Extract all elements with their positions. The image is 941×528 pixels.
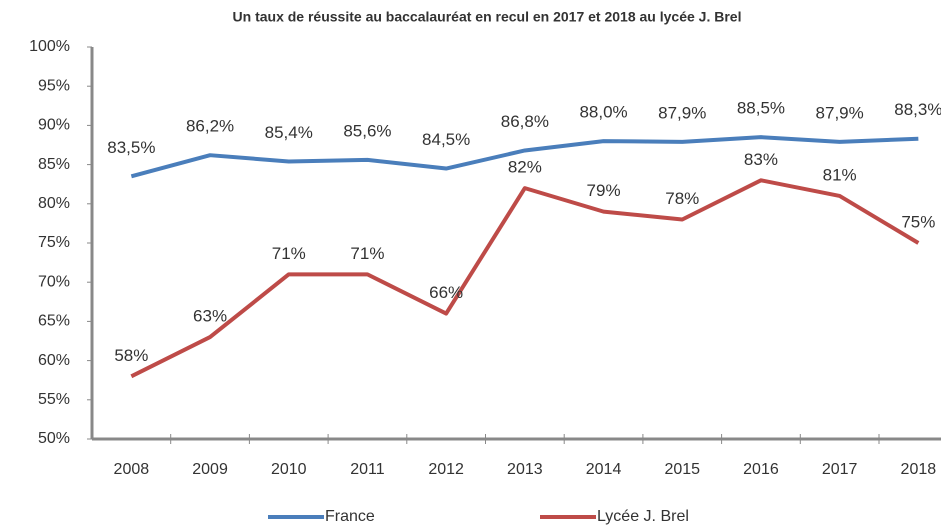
x-tick-label: 2017 — [822, 461, 858, 478]
data-label: 71% — [350, 244, 384, 263]
chart-title: Un taux de réussite au baccalauréat en r… — [233, 9, 742, 25]
x-tick-label: 2009 — [192, 461, 228, 478]
data-label: 66% — [429, 283, 463, 302]
data-label: 58% — [114, 346, 148, 365]
x-tick-label: 2018 — [901, 461, 937, 478]
data-label: 88,3% — [894, 100, 941, 119]
y-tick-label: 100% — [29, 38, 70, 55]
data-label: 79% — [587, 181, 621, 200]
y-tick-label: 90% — [38, 117, 70, 134]
x-tick-label: 2011 — [350, 461, 385, 478]
y-tick-label: 80% — [38, 195, 70, 212]
data-label: 83,5% — [107, 138, 155, 157]
data-label: 63% — [193, 307, 227, 326]
x-tick-label: 2013 — [507, 461, 543, 478]
y-tick-label: 85% — [38, 156, 70, 173]
x-tick-label: 2016 — [743, 461, 779, 478]
y-tick-label: 65% — [38, 313, 70, 330]
data-label: 78% — [665, 189, 699, 208]
data-label: 88,5% — [737, 99, 785, 118]
data-label: 87,9% — [658, 103, 706, 122]
data-label: 82% — [508, 158, 542, 177]
x-tick-label: 2015 — [664, 461, 700, 478]
series-line — [130, 135, 919, 179]
y-tick-label: 70% — [38, 273, 70, 290]
y-tick-label: 60% — [38, 352, 70, 369]
x-tick-label: 2010 — [271, 461, 307, 478]
data-label: 71% — [272, 244, 306, 263]
x-tick-label: 2012 — [428, 461, 464, 478]
series-line — [130, 178, 920, 379]
y-tick-label: 55% — [38, 391, 70, 408]
y-tick-label: 50% — [38, 430, 70, 447]
x-tick-label: 2014 — [586, 461, 622, 478]
data-label: 88,0% — [579, 103, 627, 122]
data-label: 81% — [823, 165, 857, 184]
legend-label: Lycée J. Brel — [597, 508, 689, 525]
data-label: 86,2% — [186, 117, 234, 136]
data-label: 86,8% — [501, 112, 549, 131]
legend-label: France — [325, 508, 375, 525]
x-tick-label: 2008 — [114, 461, 150, 478]
data-label: 83% — [744, 150, 778, 169]
y-tick-label: 75% — [38, 234, 70, 251]
data-label: 75% — [901, 212, 935, 231]
data-label: 85,4% — [265, 123, 313, 142]
data-label: 85,6% — [343, 121, 391, 140]
data-label: 84,5% — [422, 130, 470, 149]
y-tick-label: 95% — [38, 77, 70, 94]
data-label: 87,9% — [816, 103, 864, 122]
